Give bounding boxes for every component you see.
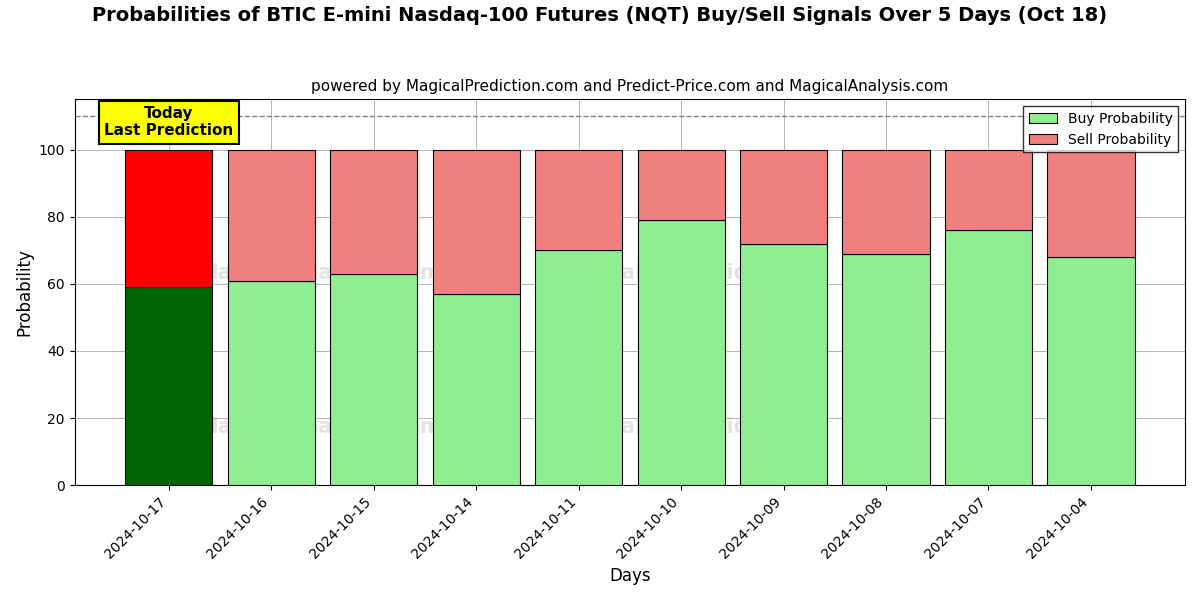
Text: MagicalAnalysis.com: MagicalAnalysis.com [197, 263, 442, 283]
Bar [740, 149, 827, 244]
Text: MagicalAnalysis.com: MagicalAnalysis.com [197, 417, 442, 437]
Bar [740, 244, 827, 485]
Text: Today
Last Prediction: Today Last Prediction [104, 106, 233, 139]
X-axis label: Days: Days [610, 567, 650, 585]
Bar [330, 149, 418, 274]
Bar [1048, 149, 1134, 257]
Text: Probabilities of BTIC E-mini Nasdaq-100 Futures (NQT) Buy/Sell Signals Over 5 Da: Probabilities of BTIC E-mini Nasdaq-100 … [92, 6, 1108, 25]
Bar [432, 149, 520, 294]
Text: MagicalPrediction.com: MagicalPrediction.com [552, 417, 818, 437]
Bar [842, 254, 930, 485]
Bar [1048, 257, 1134, 485]
Text: MagicalPrediction.com: MagicalPrediction.com [552, 263, 818, 283]
Bar [432, 294, 520, 485]
Title: powered by MagicalPrediction.com and Predict-Price.com and MagicalAnalysis.com: powered by MagicalPrediction.com and Pre… [311, 79, 948, 94]
Bar [944, 149, 1032, 230]
Bar [228, 281, 314, 485]
Bar [637, 149, 725, 220]
Bar [330, 274, 418, 485]
Bar [535, 149, 622, 250]
Y-axis label: Probability: Probability [16, 248, 34, 336]
Legend: Buy Probability, Sell Probability: Buy Probability, Sell Probability [1024, 106, 1178, 152]
Bar [125, 149, 212, 287]
Bar [842, 149, 930, 254]
Bar [228, 149, 314, 281]
Bar [944, 230, 1032, 485]
Bar [535, 250, 622, 485]
Bar [637, 220, 725, 485]
Bar [125, 287, 212, 485]
